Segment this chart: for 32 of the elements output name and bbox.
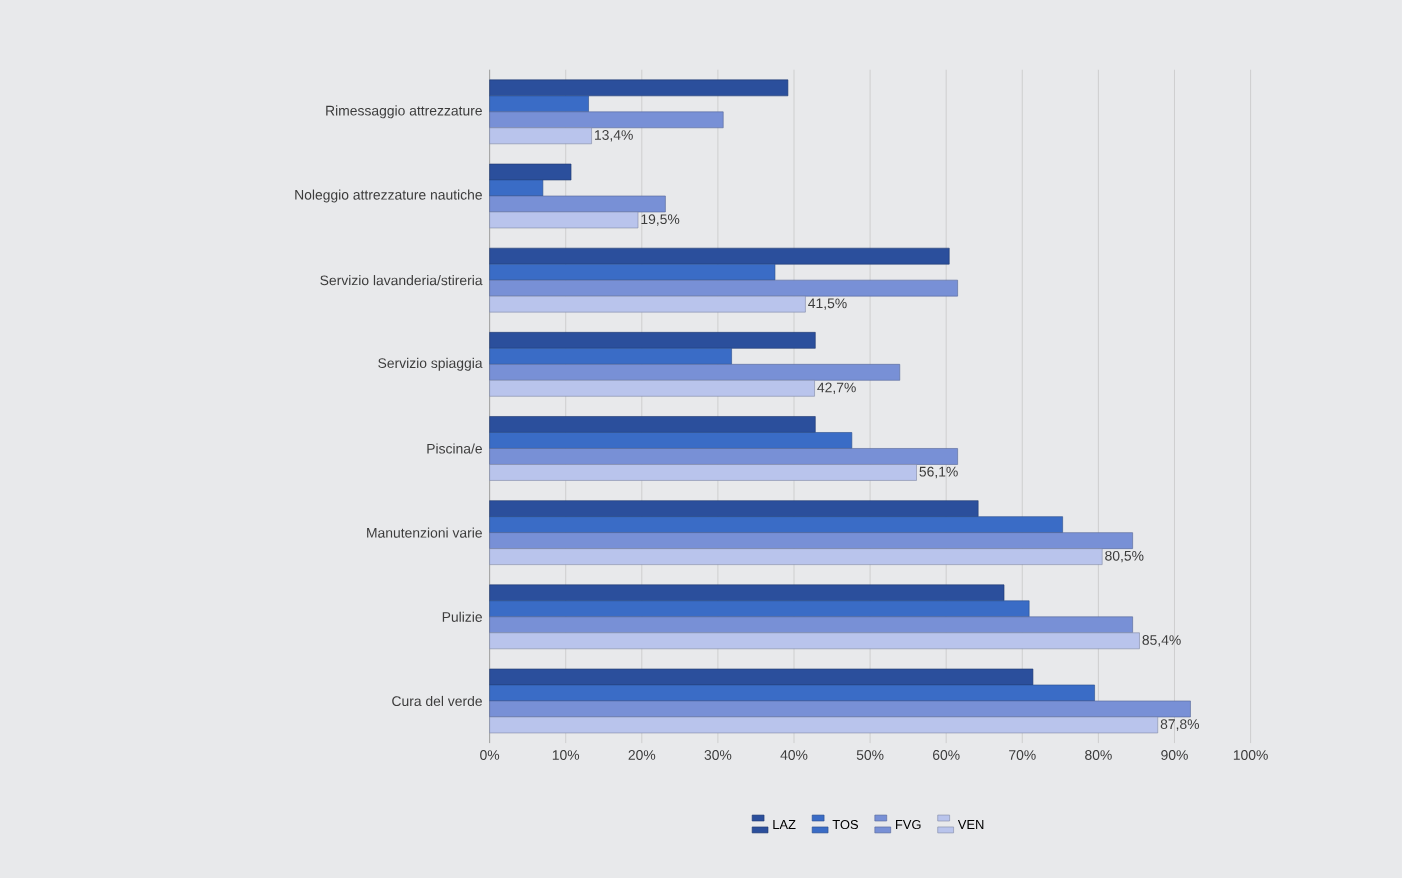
bar: [489, 584, 1005, 601]
bar: [489, 684, 1095, 702]
bar: [489, 211, 639, 229]
bar: [489, 111, 724, 128]
bar: [489, 379, 815, 397]
bar: [489, 516, 1063, 533]
bar: [489, 363, 901, 381]
bar: [489, 668, 1034, 686]
bar: [489, 331, 816, 349]
bar: [489, 347, 732, 365]
bar: [489, 716, 1159, 733]
bar: [489, 532, 1133, 549]
bar: [489, 616, 1133, 633]
bar: [489, 500, 979, 517]
bar: [489, 195, 666, 213]
bar: [489, 700, 1191, 718]
bar: [489, 295, 806, 313]
bar: [489, 447, 958, 465]
bar: [489, 179, 544, 197]
bar: [489, 632, 1140, 649]
bar: [489, 279, 958, 297]
bar: [489, 263, 776, 281]
bar: [489, 95, 589, 112]
bar: [489, 79, 789, 96]
bar: [489, 127, 592, 144]
bar: [489, 163, 572, 181]
bar: [489, 415, 816, 433]
bar: [489, 600, 1030, 617]
bar: [489, 463, 917, 481]
bar: [489, 431, 853, 449]
bar: [489, 548, 1103, 565]
bar: [489, 247, 950, 265]
